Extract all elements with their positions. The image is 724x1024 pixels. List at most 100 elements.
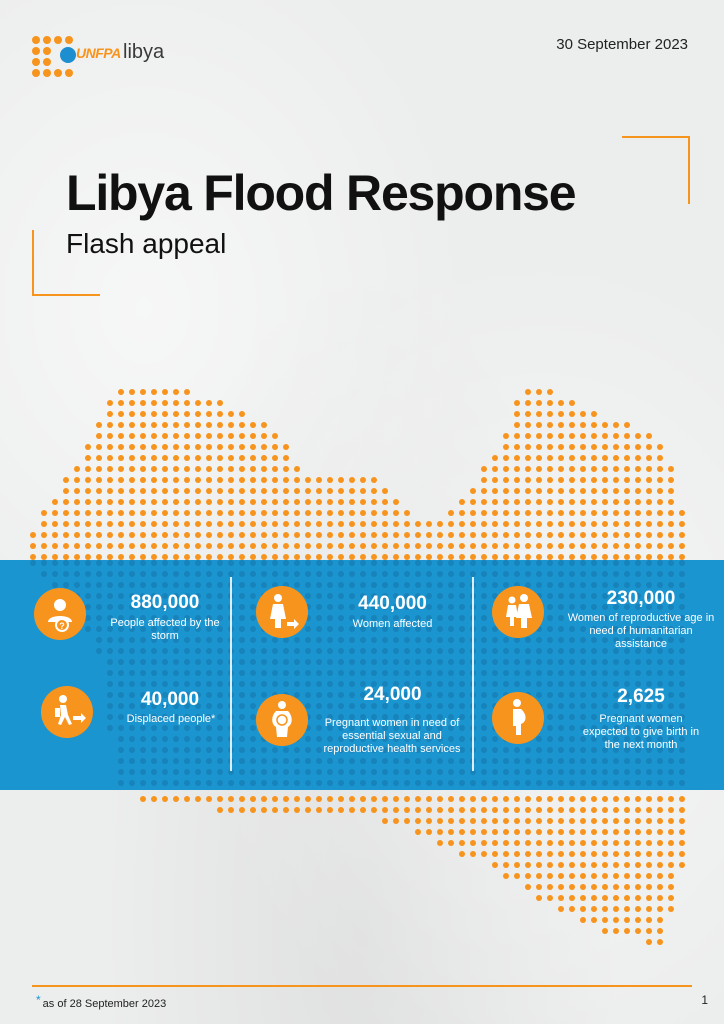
band-dot — [679, 725, 685, 731]
band-dot — [250, 560, 256, 566]
map-dot — [129, 422, 135, 428]
band-dot — [283, 648, 289, 654]
band-dot — [195, 637, 201, 643]
band-dot — [679, 593, 685, 599]
map-dot — [96, 521, 102, 527]
map-dot — [239, 455, 245, 461]
map-dot — [184, 466, 190, 472]
band-dot — [459, 692, 465, 698]
map-dot — [481, 818, 487, 824]
band-dot — [173, 758, 179, 764]
map-dot — [613, 488, 619, 494]
map-dot — [74, 521, 80, 527]
map-dot — [635, 917, 641, 923]
band-dot — [129, 780, 135, 786]
map-dot — [547, 389, 553, 395]
map-dot — [569, 444, 575, 450]
band-dot — [393, 604, 399, 610]
map-dot — [536, 554, 542, 560]
map-dot — [591, 411, 597, 417]
band-dot — [283, 681, 289, 687]
band-dot — [206, 692, 212, 698]
band-dot — [459, 725, 465, 731]
map-dot — [580, 543, 586, 549]
map-dot — [382, 488, 388, 494]
band-dot — [536, 736, 542, 742]
map-dot — [536, 444, 542, 450]
orange-corner-bracket-top-right — [622, 136, 690, 204]
map-dot — [602, 433, 608, 439]
map-dot — [272, 488, 278, 494]
map-dot — [591, 917, 597, 923]
map-dot — [107, 444, 113, 450]
band-dot — [668, 648, 674, 654]
map-dot — [316, 499, 322, 505]
band-dot — [492, 560, 498, 566]
band-dot — [173, 703, 179, 709]
map-dot — [206, 554, 212, 560]
map-dot — [492, 532, 498, 538]
band-dot — [63, 560, 69, 566]
map-dot — [668, 862, 674, 868]
map-dot — [635, 444, 641, 450]
band-dot — [107, 626, 113, 632]
map-dot — [558, 521, 564, 527]
map-dot — [514, 499, 520, 505]
map-dot — [437, 554, 443, 560]
map-dot — [283, 510, 289, 516]
band-dot — [558, 560, 564, 566]
band-dot — [162, 593, 168, 599]
map-dot — [514, 862, 520, 868]
band-dot — [624, 736, 630, 742]
band-dot — [415, 593, 421, 599]
band-dot — [206, 681, 212, 687]
map-dot — [360, 521, 366, 527]
map-dot — [668, 884, 674, 890]
map-dot — [635, 543, 641, 549]
band-dot — [635, 747, 641, 753]
band-dot — [459, 648, 465, 654]
map-dot — [470, 488, 476, 494]
band-dot — [316, 714, 322, 720]
band-dot — [151, 703, 157, 709]
band-dot — [151, 725, 157, 731]
map-dot — [635, 554, 641, 560]
map-dot — [536, 818, 542, 824]
map-dot — [107, 477, 113, 483]
map-dot — [140, 422, 146, 428]
band-dot — [558, 582, 564, 588]
band-dot — [415, 659, 421, 665]
band-dot — [492, 758, 498, 764]
map-dot — [459, 796, 465, 802]
band-dot — [382, 714, 388, 720]
band-dot — [635, 780, 641, 786]
map-dot — [393, 807, 399, 813]
band-dot — [206, 604, 212, 610]
map-dot — [679, 543, 685, 549]
map-dot — [338, 488, 344, 494]
band-dot — [404, 714, 410, 720]
band-dot — [360, 736, 366, 742]
band-dot — [173, 560, 179, 566]
band-dot — [327, 692, 333, 698]
map-dot — [569, 895, 575, 901]
map-dot — [151, 411, 157, 417]
map-dot — [459, 851, 465, 857]
band-dot — [316, 604, 322, 610]
map-dot — [250, 521, 256, 527]
map-dot — [162, 796, 168, 802]
map-dot — [503, 521, 509, 527]
band-dot — [602, 626, 608, 632]
map-dot — [481, 477, 487, 483]
map-dot — [272, 444, 278, 450]
map-dot — [602, 917, 608, 923]
band-dot — [349, 571, 355, 577]
map-dot — [217, 488, 223, 494]
band-dot — [569, 593, 575, 599]
band-dot — [305, 692, 311, 698]
map-dot — [426, 532, 432, 538]
band-dot — [283, 560, 289, 566]
map-dot — [580, 906, 586, 912]
map-dot — [85, 532, 91, 538]
map-dot — [481, 829, 487, 835]
